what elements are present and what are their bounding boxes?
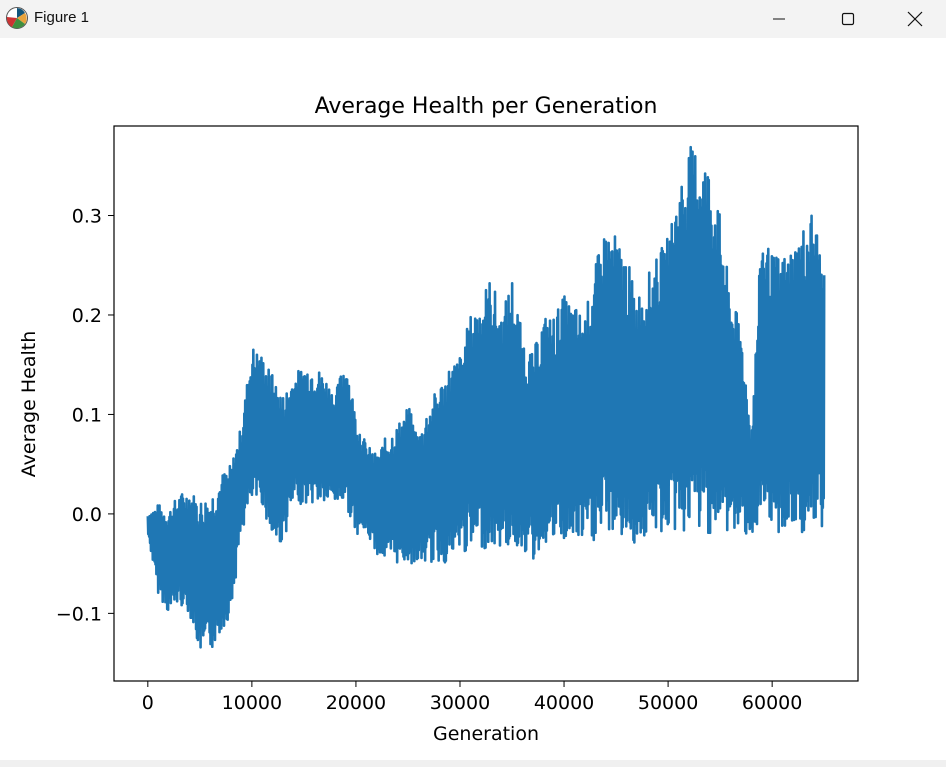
y-axis-label: Average Health bbox=[18, 331, 40, 477]
y-axis: −0.1 0.0 0.1 0.2 0.3 bbox=[56, 206, 114, 625]
plot-area bbox=[146, 145, 826, 649]
maximize-icon bbox=[841, 12, 855, 26]
y-tick-label: 0.3 bbox=[72, 206, 102, 228]
window-title: Figure 1 bbox=[34, 9, 90, 26]
y-tick-label: 0.0 bbox=[72, 504, 102, 526]
figure-canvas: Average Health per Generation 0 10000 2000… bbox=[0, 38, 946, 760]
axes-frame bbox=[113, 125, 859, 682]
x-tick-label: 30000 bbox=[430, 692, 490, 714]
x-axis: 0 10000 20000 30000 40000 50000 60000 bbox=[142, 681, 802, 714]
series-line bbox=[146, 145, 826, 649]
y-tick-label: −0.1 bbox=[56, 603, 102, 625]
x-tick-label: 50000 bbox=[638, 692, 698, 714]
x-tick-label: 10000 bbox=[222, 692, 282, 714]
x-tick-label: 40000 bbox=[534, 692, 594, 714]
y-tick-label: 0.2 bbox=[72, 305, 102, 327]
matplotlib-icon bbox=[5, 6, 29, 30]
close-icon bbox=[907, 11, 923, 27]
x-axis-label: Generation bbox=[433, 723, 539, 745]
chart-title: Average Health per Generation bbox=[315, 94, 658, 119]
x-tick-label: 0 bbox=[142, 692, 154, 714]
x-tick-label: 60000 bbox=[742, 692, 802, 714]
maximize-button[interactable] bbox=[813, 0, 883, 38]
title-bar: Figure 1 bbox=[0, 0, 946, 38]
chart: Average Health per Generation 0 10000 2000… bbox=[18, 94, 859, 745]
status-strip bbox=[0, 760, 946, 767]
minimize-button[interactable] bbox=[744, 0, 814, 38]
x-tick-label: 20000 bbox=[326, 692, 386, 714]
y-tick-label: 0.1 bbox=[72, 404, 102, 426]
minimize-icon bbox=[773, 18, 785, 20]
close-button[interactable] bbox=[884, 0, 946, 38]
